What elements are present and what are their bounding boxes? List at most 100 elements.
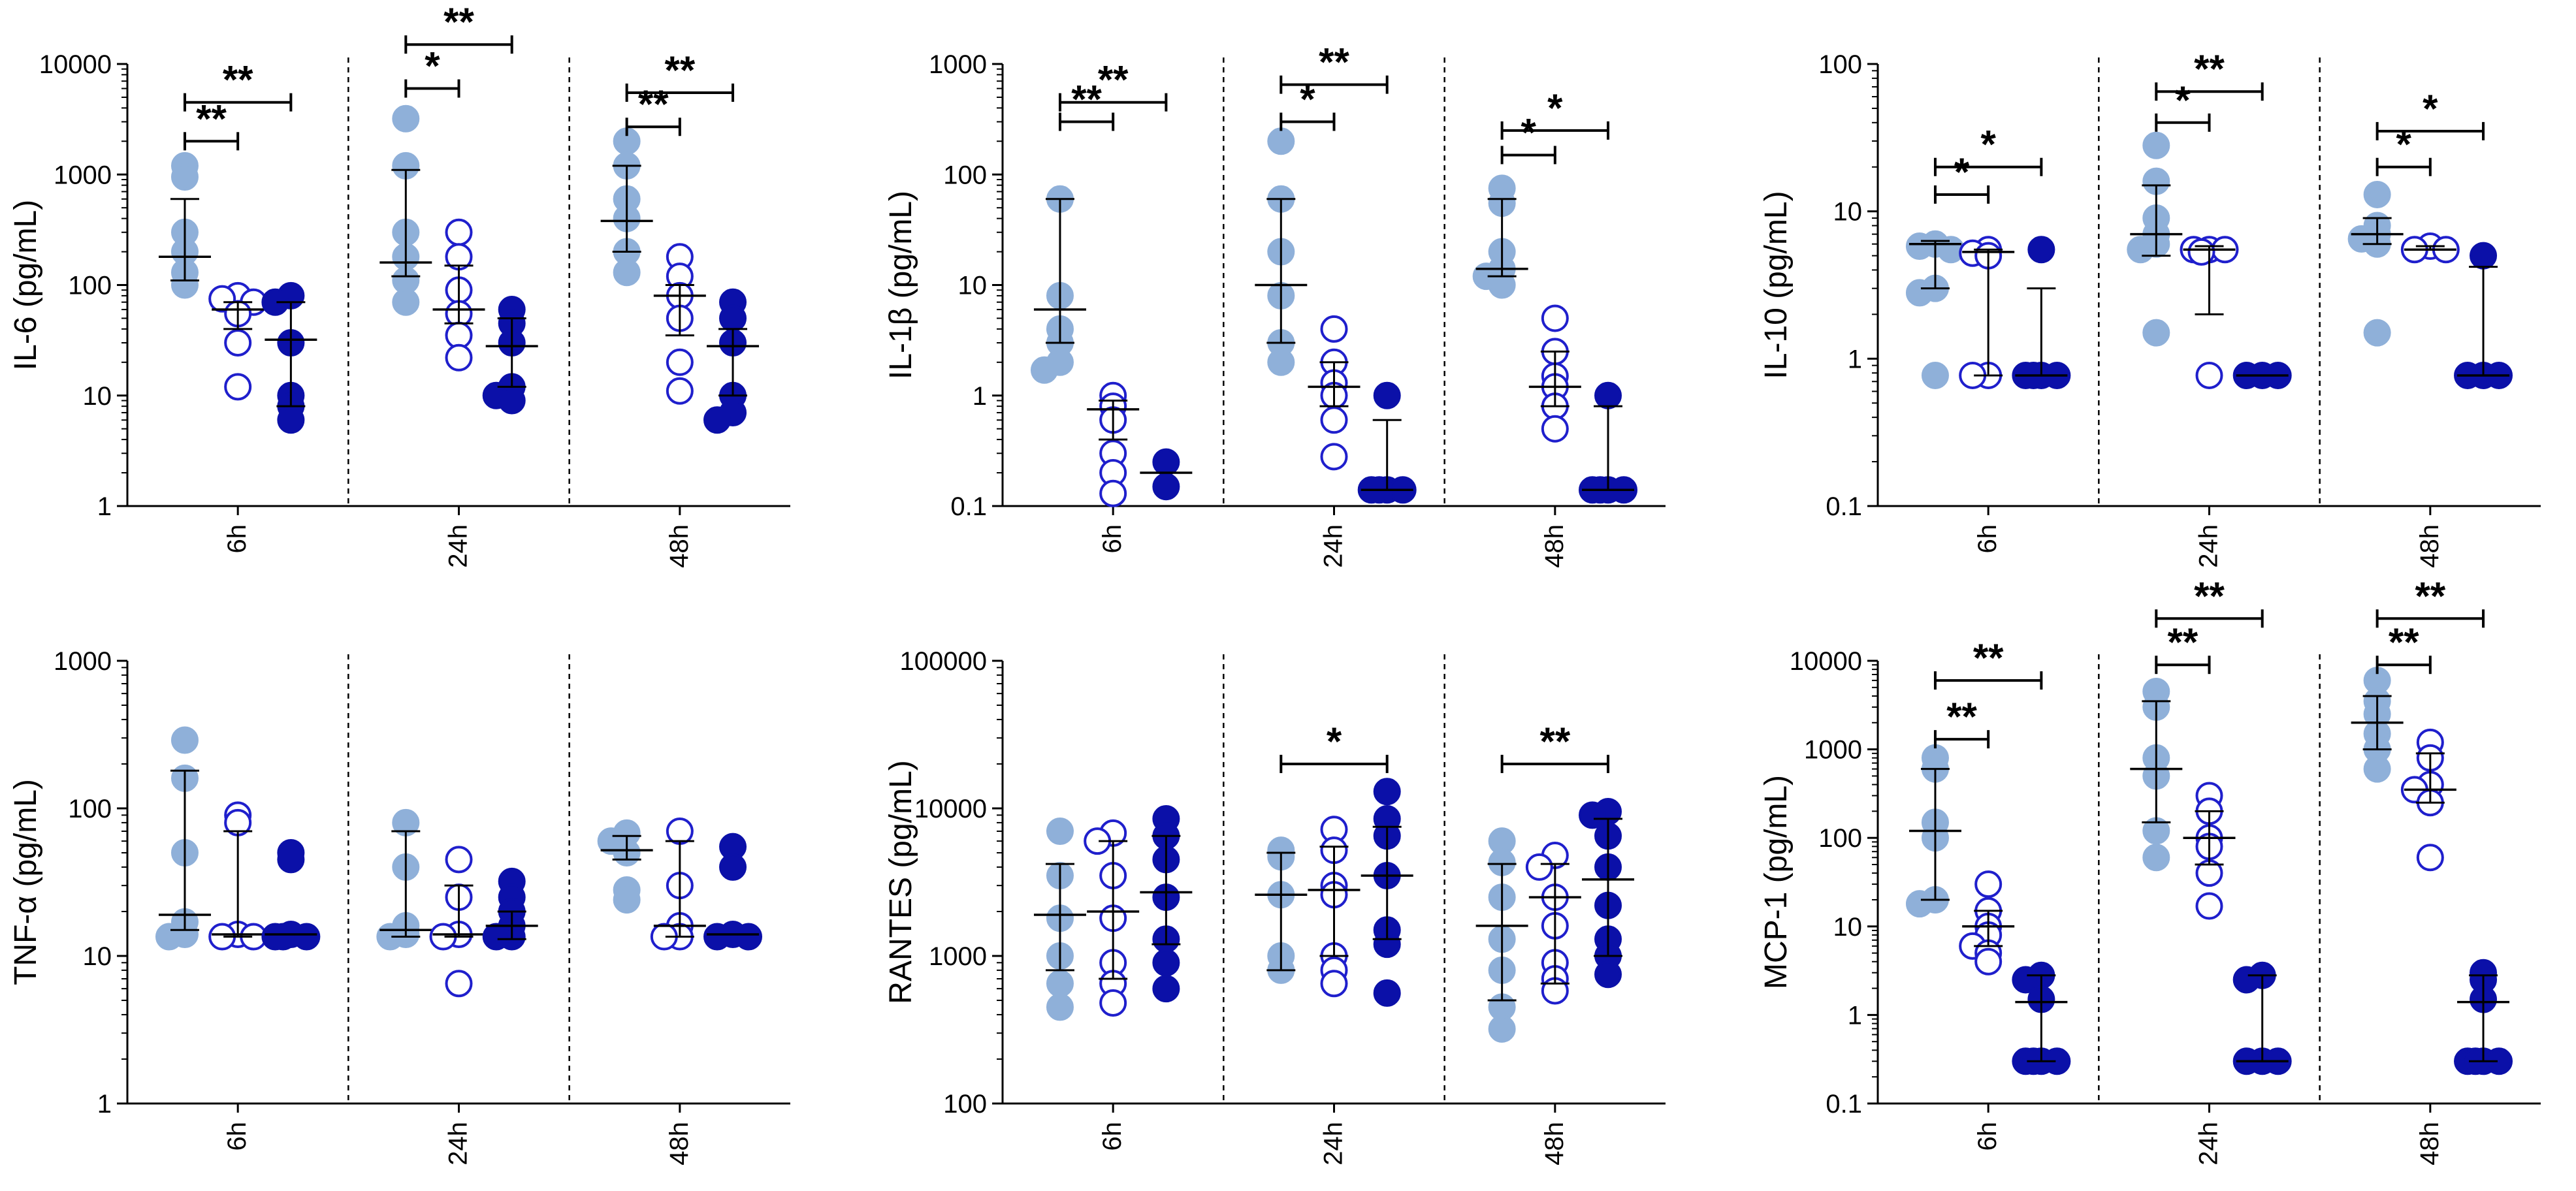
data-point: [1594, 961, 1622, 989]
data-point: [2142, 131, 2170, 159]
data-point: [1267, 127, 1295, 155]
y-tick-label: 0.1: [1826, 492, 1862, 521]
y-axis-title: IL-10 (pg/mL): [1759, 191, 1794, 379]
data-point: [277, 846, 305, 874]
data-point: [482, 923, 510, 951]
significance-label: **: [1098, 58, 1129, 102]
significance-label: **: [1539, 720, 1570, 763]
y-axis-title: MCP-1 (pg/mL): [1759, 775, 1794, 989]
data-point: [269, 923, 297, 951]
significance-label: **: [1319, 40, 1349, 84]
data-point: [1152, 448, 1180, 476]
data-point: [1594, 381, 1622, 409]
data-point: [445, 343, 473, 372]
data-point: [2027, 236, 2055, 264]
data-point: [703, 406, 732, 434]
y-axis-title: RANTES (pg/mL): [884, 760, 918, 1004]
x-tick-label: 48h: [1540, 524, 1569, 568]
data-point: [719, 853, 747, 881]
significance-label: **: [2415, 574, 2445, 618]
y-tick-label: 1000: [1804, 736, 1862, 765]
x-tick-label: 24h: [444, 524, 473, 568]
data-point: [613, 886, 641, 914]
significance-label: *: [1327, 720, 1342, 763]
data-point: [2195, 892, 2223, 920]
x-tick-label: 24h: [2195, 524, 2223, 568]
significance-label: *: [1521, 110, 1537, 154]
y-tick-label: 1: [1848, 345, 1862, 373]
x-tick-label: 24h: [2195, 1122, 2223, 1166]
y-tick-label: 1: [97, 1090, 112, 1119]
data-point: [1267, 348, 1295, 376]
data-point: [2012, 966, 2040, 994]
data-point: [170, 163, 199, 191]
data-point: [1320, 315, 1348, 343]
y-tick-label: 1000: [54, 161, 112, 189]
significance-label: **: [1973, 636, 2004, 680]
data-point: [1541, 415, 1569, 443]
y-tick-label: 10: [1833, 198, 1863, 227]
y-tick-label: 100: [943, 1090, 987, 1119]
panel-4: 1 10 100 1000 TNF-α (pg/mL) 6h 24h 48h: [8, 647, 790, 1166]
data-point: [445, 218, 473, 246]
data-point: [1030, 356, 1058, 384]
significance-label: *: [1954, 150, 1970, 194]
y-tick-label: 100: [1818, 824, 1862, 853]
y-tick-label: 10000: [914, 795, 987, 823]
data-point: [2232, 966, 2261, 994]
significance-label: *: [425, 44, 440, 88]
significance-label: *: [2423, 87, 2438, 131]
x-tick-label: 24h: [1319, 1122, 1348, 1166]
data-point: [613, 259, 641, 287]
x-tick-label: 24h: [444, 1122, 473, 1166]
y-tick-label: 1000: [54, 647, 112, 676]
data-point: [2195, 361, 2223, 389]
data-point: [2142, 844, 2170, 872]
significance-label: **: [223, 58, 253, 102]
data-point: [666, 377, 694, 405]
data-point: [1974, 870, 2003, 898]
data-point: [1373, 778, 1401, 806]
data-point: [277, 406, 305, 434]
data-point: [445, 846, 473, 874]
data-point: [666, 818, 694, 846]
y-tick-label: 1: [97, 492, 112, 521]
y-axis-title: IL-1β (pg/mL): [884, 191, 918, 379]
data-point: [1905, 279, 1933, 307]
data-point: [1373, 381, 1401, 409]
y-tick-label: 0.1: [1826, 1090, 1862, 1119]
significance-label: **: [2194, 574, 2225, 618]
data-point: [224, 328, 252, 357]
significance-label: **: [1946, 695, 1977, 738]
data-point: [1099, 479, 1127, 507]
data-point: [155, 923, 183, 951]
significance-label: **: [664, 48, 695, 92]
data-point: [2127, 236, 2155, 264]
x-tick-label: 48h: [665, 524, 694, 568]
data-point: [1152, 949, 1180, 977]
data-point: [1320, 443, 1348, 471]
data-point: [1921, 361, 1949, 389]
y-axis-title: IL-6 (pg/mL): [8, 200, 43, 370]
data-point: [1152, 473, 1180, 501]
y-tick-label: 1: [1848, 1001, 1862, 1030]
data-point: [498, 387, 526, 415]
x-tick-label: 6h: [1098, 524, 1127, 554]
data-point: [392, 288, 420, 316]
y-tick-label: 100: [1818, 50, 1862, 79]
data-point: [1320, 406, 1348, 434]
significance-label: **: [2168, 620, 2198, 664]
data-point: [1525, 853, 1553, 881]
significance-label: **: [638, 82, 669, 126]
data-point: [1905, 232, 1933, 261]
significance-label: **: [196, 97, 227, 140]
panel-6: 0.1 1 10 100 1000 10000 MCP-1 (pg/mL) 6h 24h 48h *…: [1759, 574, 2541, 1166]
y-tick-label: 100: [943, 161, 987, 189]
data-point: [1046, 993, 1074, 1021]
data-point: [1046, 818, 1074, 846]
y-tick-label: 1: [973, 382, 987, 411]
data-point: [1488, 1015, 1516, 1043]
y-tick-label: 1000: [929, 50, 987, 79]
y-tick-label: 100000: [900, 647, 987, 676]
